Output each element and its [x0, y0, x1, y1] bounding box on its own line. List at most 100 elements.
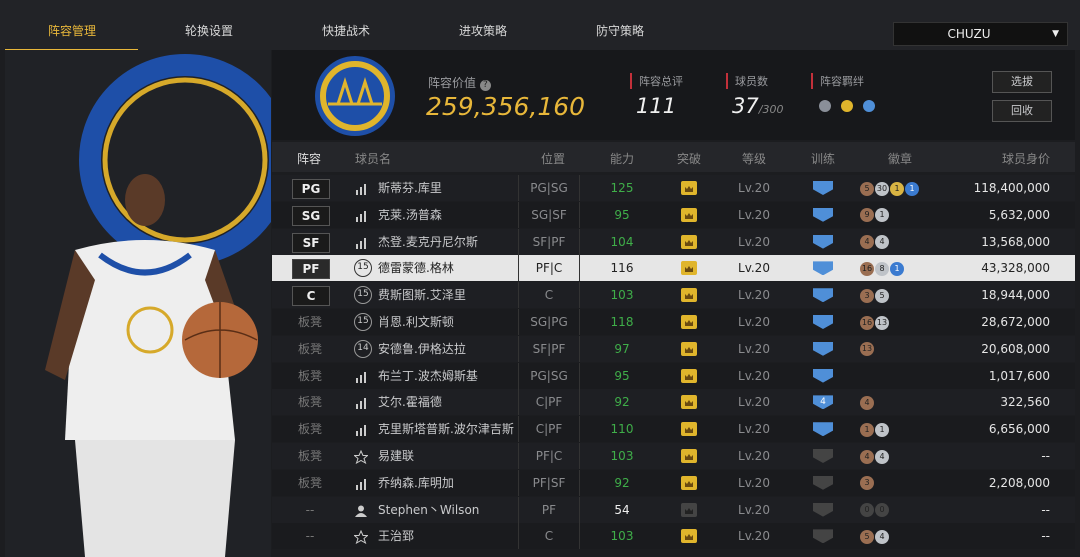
player-row[interactable]: 板凳 易建联 PF|C 103 Lv.20 4 4 -- — [272, 443, 1075, 469]
training-icon — [813, 449, 833, 463]
price: 20,608,000 — [981, 341, 1050, 356]
training-icon — [813, 422, 833, 437]
breakthrough-icon — [681, 475, 697, 490]
player-row[interactable]: 板凳 乔纳森.库明加 PF|SF 92 Lv.20 3 2,208,000 — [272, 469, 1075, 496]
ability: 104 — [610, 234, 634, 249]
level: Lv.20 — [738, 288, 770, 303]
player-row[interactable]: 板凳 15 肖恩.利文斯顿 SG|PG 118 Lv.20 16 13 28,672,000 — [272, 309, 1075, 335]
badge: 13 — [875, 315, 889, 330]
value-label-text: 阵容价值 — [428, 76, 477, 90]
price: 5,632,000 — [988, 207, 1050, 222]
player-name: 王治郅 — [378, 529, 415, 544]
price: -- — [1041, 529, 1050, 544]
dropdown-text: CHUZU — [947, 27, 991, 41]
training-icon — [813, 207, 833, 222]
position: C — [518, 523, 580, 550]
player-icon — [354, 395, 370, 411]
level: Lv.20 — [738, 395, 770, 410]
player-icon — [354, 422, 370, 438]
column-header: 位置 — [540, 152, 565, 166]
ability: 95 — [614, 368, 630, 383]
tab[interactable]: 阵容管理 — [47, 24, 96, 38]
player-row[interactable]: 板凳 克里斯塔普斯.波尔津吉斯 C|PF 110 Lv.20 1 1 6,656,000 — [272, 416, 1075, 443]
slot: 板凳 — [297, 449, 322, 463]
bond-label: 阵容羁绊 — [811, 73, 864, 89]
player-row[interactable]: SG 克莱.汤普森 SG|SF 95 Lv.20 9 1 5,632,000 — [272, 201, 1075, 228]
level: Lv.20 — [738, 261, 770, 276]
breakthrough-icon — [681, 529, 697, 544]
breakthrough-icon — [681, 449, 697, 463]
player-row[interactable]: PF 15 德雷蒙德.格林 PF|C 116 Lv.20 16 8 1 43,328,000 — [272, 255, 1075, 282]
player-icon: 14 — [354, 339, 372, 358]
column-header: 阵容 — [296, 152, 321, 166]
player-row[interactable]: -- Stephen丶Wilson PF 54 Lv.20 0 0 -- — [272, 496, 1075, 523]
training-icon — [813, 475, 833, 490]
slot: C — [292, 286, 330, 307]
tab[interactable]: 轮换设置 — [184, 24, 233, 38]
team-dropdown[interactable]: CHUZU ▼ — [893, 22, 1068, 46]
player-row[interactable]: PG 斯蒂芬.库里 PG|SG 125 Lv.20 5 30 1 1 118,400,000 — [272, 175, 1075, 201]
slot: 板凳 — [297, 315, 322, 329]
training-icon — [813, 315, 833, 329]
badge: 16 — [860, 315, 874, 330]
slot: 板凳 — [297, 395, 322, 410]
price: 6,656,000 — [988, 422, 1050, 437]
table-header — [272, 142, 1075, 172]
player-row[interactable]: SF 杰登.麦克丹尼尔斯 SF|PF 104 Lv.20 4 4 13,568,000 — [272, 228, 1075, 255]
ability: 92 — [614, 475, 630, 490]
breakthrough-icon — [681, 341, 697, 356]
player-row[interactable]: C 15 费斯图斯.艾泽里 C 103 Lv.20 3 5 18,944,000 — [272, 282, 1075, 309]
badge: 4 — [875, 449, 889, 464]
player-row[interactable]: -- 王治郅 C 103 Lv.20 5 4 -- — [272, 523, 1075, 550]
price: 43,328,000 — [981, 261, 1050, 276]
badge: 4 — [875, 529, 889, 544]
badges: 5 30 1 1 — [860, 175, 920, 201]
position: C|PF — [518, 416, 580, 443]
position: PF|C — [518, 255, 580, 282]
header-button[interactable]: 回收 — [992, 100, 1052, 122]
position: PF — [518, 496, 580, 523]
ability: 125 — [610, 181, 634, 195]
player-name: Stephen丶Wilson — [378, 502, 480, 517]
badge: 1 — [905, 181, 919, 196]
position: SF|PF — [518, 228, 580, 255]
badge: 16 — [860, 261, 874, 276]
player-portrait — [5, 50, 271, 557]
level: Lv.20 — [738, 207, 770, 222]
header-button[interactable]: 选拔 — [992, 71, 1052, 93]
level: Lv.20 — [738, 475, 770, 490]
badge: 1 — [890, 181, 904, 196]
player-row[interactable]: 板凳 艾尔.霍福德 C|PF 92 Lv.20 4 4 322,560 — [272, 389, 1075, 416]
breakthrough-icon — [681, 234, 697, 249]
training-icon — [813, 181, 833, 195]
column-header: 训练 — [810, 152, 835, 166]
slot: -- — [305, 529, 315, 544]
column-header: 突破 — [676, 152, 701, 166]
breakthrough-icon — [681, 395, 697, 410]
player-row[interactable]: 板凳 布兰丁.波杰姆斯基 PG|SG 95 Lv.20 1,017,600 — [272, 362, 1075, 389]
slot: 板凳 — [297, 422, 322, 437]
level: Lv.20 — [738, 422, 770, 437]
help-icon[interactable]: ? — [479, 80, 491, 91]
player-row[interactable]: 板凳 14 安德鲁.伊格达拉 SF|PF 97 Lv.20 13 20,608,000 — [272, 335, 1075, 362]
badge: 9 — [860, 208, 874, 223]
tab[interactable]: 快捷战术 — [321, 24, 370, 38]
player-name: 克里斯塔普斯.波尔津吉斯 — [378, 422, 514, 437]
ability: 103 — [610, 529, 634, 544]
player-icon — [353, 529, 370, 545]
badges: 16 8 1 — [860, 255, 905, 281]
ability: 97 — [614, 341, 630, 356]
level: Lv.20 — [738, 368, 770, 383]
player-icon: 15 — [354, 259, 372, 278]
level: Lv.20 — [738, 529, 770, 544]
tab[interactable]: 防守策略 — [595, 24, 644, 38]
tab[interactable]: 进攻策略 — [458, 24, 507, 38]
price: -- — [1041, 502, 1050, 517]
position: PF|C — [518, 443, 580, 469]
price: -- — [1041, 449, 1050, 463]
player-icon — [354, 181, 370, 197]
